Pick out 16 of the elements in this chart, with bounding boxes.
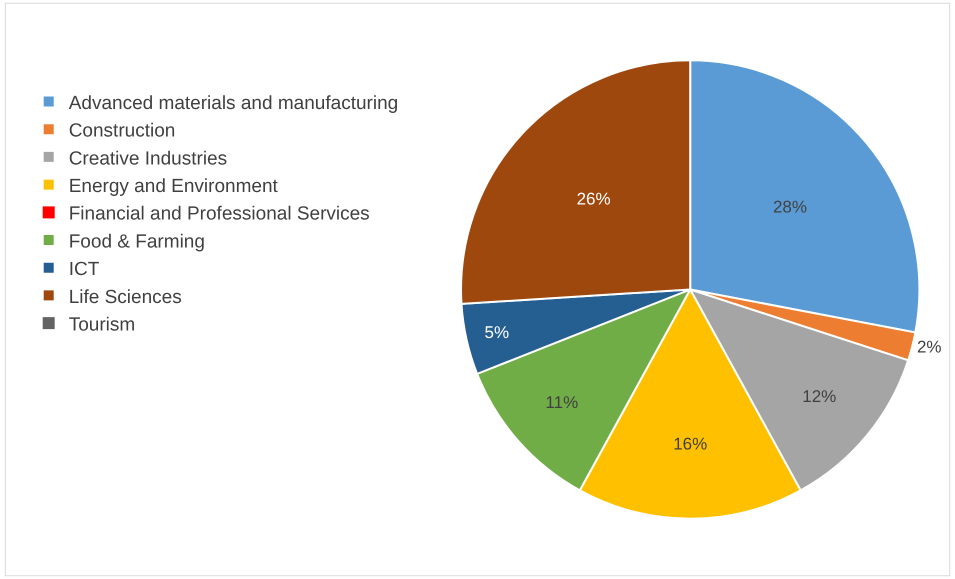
data-label: 12% [802,386,836,406]
data-label: 2% [916,338,942,357]
data-label: 11% [545,393,578,412]
legend-label: Life Sciences [68,286,182,308]
legend-label: Financial and Professional Services [68,204,370,225]
data-label: 16% [673,434,708,454]
legend-label: Advanced materials and manufacturing [68,92,398,114]
data-label: 26% [576,189,611,208]
data-label: 5% [484,323,510,342]
data-label: 28% [772,197,807,216]
legend-label: Tourism [68,314,136,336]
legend-label: ICT [68,259,100,280]
legend-label: Creative Industries [68,148,228,170]
legend-label: Energy and Environment [68,176,279,198]
legend-label: Food & Farming [68,231,205,252]
legend-label: Construction [68,120,176,142]
